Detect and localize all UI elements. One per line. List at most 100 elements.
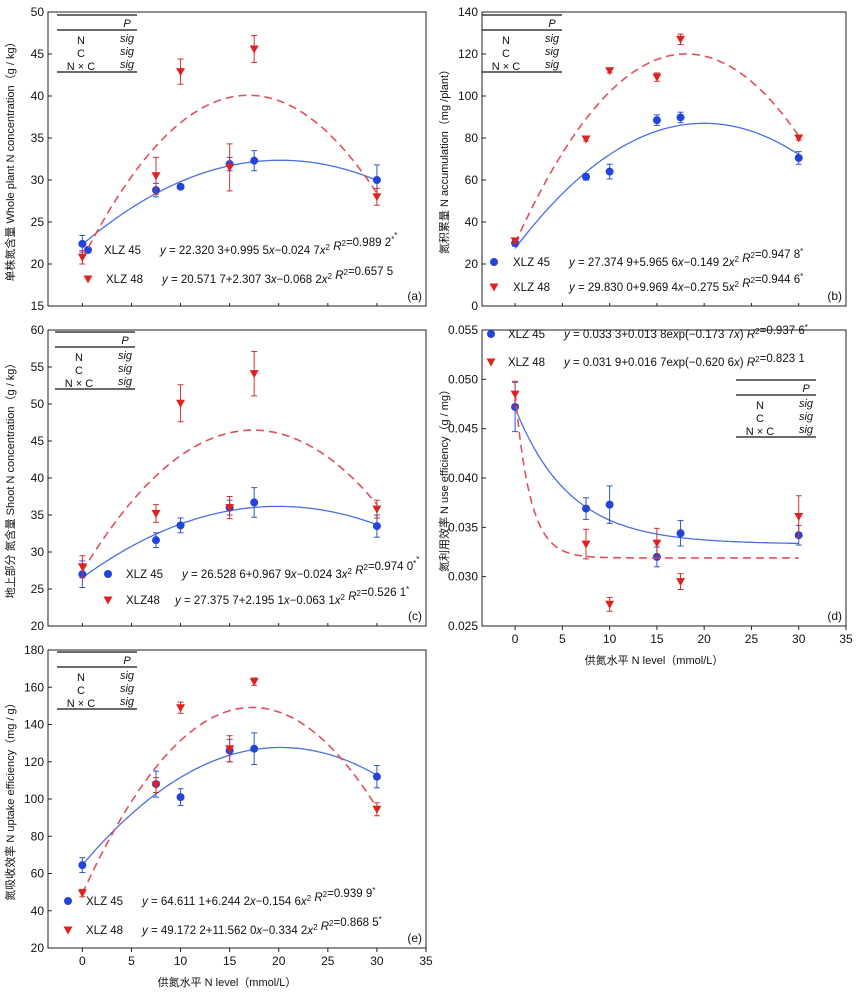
y-axis-label: 氮吸收效率 N uptake efficiency（mg / g） (3, 697, 17, 900)
legend-marker (63, 926, 73, 935)
table-header: P (123, 18, 131, 30)
fit-curve (514, 53, 800, 244)
regression-equation: y = 64.611 1+6.244 2x−0.154 6x2 R2=0.939… (141, 886, 375, 908)
x-tick-label: 30 (370, 954, 384, 968)
y-tick-label: 40 (31, 904, 45, 918)
panel-label: (d) (827, 609, 842, 623)
legend-label: XLZ 45 (513, 257, 550, 269)
panel-label: (e) (407, 931, 422, 945)
y-tick-label: 40 (31, 89, 45, 103)
data-point (605, 500, 614, 509)
fit-curve (81, 429, 378, 572)
series-xlz45: XLZ 45 y = 27.374 9+5.965 6x−0.149 2x2 R2… (490, 111, 803, 269)
data-point (151, 510, 161, 519)
regression-equation: y = 0.033 3+0.013 8exp(−0.173 7x) R2=0.9… (563, 323, 808, 341)
table-row-label: N × C (67, 61, 95, 73)
plot-frame (481, 329, 847, 627)
y-tick-label: 100 (458, 89, 478, 103)
regression-equation: y = 29.830 0+9.969 4x−0.275 5x2 R2=0.944… (568, 272, 803, 294)
data-point (652, 73, 662, 82)
table-row-label: C (75, 365, 83, 377)
y-tick-label: 45 (31, 434, 45, 448)
series-xlz45: XLZ 45 y = 26.528 6+0.967 9x−0.024 3x2 R2… (78, 487, 419, 589)
x-axis-label: 供氮水平 N level（mmol/L） (158, 975, 297, 989)
regression-equation: y = 0.031 9+0.016 7exp(−0.620 6x) R2=0.8… (563, 353, 805, 369)
data-point (249, 678, 259, 687)
legend-marker (103, 596, 113, 605)
series-xlz45: XLZ 45 y = 64.611 1+6.244 2x−0.154 6x2 R2… (64, 732, 381, 908)
y-tick-label: 30 (31, 173, 45, 187)
series-xlz48: XLZ48 y = 27.375 7+2.195 1x−0.063 1x2 R2=… (77, 350, 409, 607)
x-tick-label: 35 (839, 632, 853, 646)
data-point (225, 504, 235, 513)
y-tick-label: 140 (458, 5, 478, 19)
data-point (250, 744, 259, 753)
y-tick-label: 20 (31, 619, 45, 633)
x-tick-label: 20 (272, 954, 286, 968)
data-point (77, 889, 87, 898)
regression-equation: y = 22.320 3+0.995 5x−0.024 7x2 R2=0.989… (159, 231, 397, 257)
table-row-label: N (756, 400, 764, 412)
data-point (794, 512, 804, 521)
legend-label: XLZ 48 (508, 357, 545, 369)
x-tick-label: 25 (321, 954, 335, 968)
legend-marker (487, 330, 495, 338)
y-axis-label: 单株氮含量 Whole plant N concentration（g / kg… (3, 36, 17, 281)
fit-curve (81, 746, 378, 866)
legend-marker (486, 358, 496, 367)
data-point (151, 172, 161, 181)
table-row-label: N × C (67, 698, 95, 710)
x-tick-label: 5 (559, 632, 566, 646)
table-header: P (802, 383, 810, 395)
table-row-label: C (502, 48, 510, 60)
table-row-label: N (77, 35, 85, 47)
significance-table: P N sig C sig N × C sig (736, 379, 816, 438)
legend-label: XLZ 48 (86, 925, 123, 937)
data-point (250, 498, 259, 507)
regression-equation: y = 26.528 6+0.967 9x−0.024 3x2 R2=0.974… (181, 555, 419, 581)
regression-equation: y = 49.172 2+11.562 0x−0.334 2x2 R2=0.86… (141, 915, 382, 937)
data-point (676, 578, 686, 587)
table-header: P (121, 335, 129, 347)
table-row-value: sig (120, 696, 135, 708)
x-tick-label: 15 (223, 954, 237, 968)
table-row-value: sig (120, 33, 135, 45)
series-xlz48: XLZ 48 y = 29.830 0+9.969 4x−0.275 5x2 R2… (489, 33, 803, 294)
data-point (372, 772, 381, 781)
fit-curve (514, 122, 800, 249)
x-tick-label: 25 (745, 632, 759, 646)
table-row-value: sig (120, 59, 135, 71)
y-tick-label: 180 (24, 643, 44, 657)
legend-label: XLZ 48 (106, 274, 143, 286)
y-tick-label: 45 (31, 47, 45, 61)
data-point (510, 390, 520, 399)
table-row-value: sig (120, 46, 135, 58)
legend-marker (490, 258, 498, 266)
y-tick-label: 0.035 (448, 520, 478, 534)
y-tick-label: 30 (31, 545, 45, 559)
table-row-value: sig (120, 670, 135, 682)
y-axis-label: 地上部分 氮含量 Shoot N concentration（g / kg） (3, 358, 17, 599)
data-point (225, 163, 235, 172)
y-tick-label: 100 (24, 792, 44, 806)
significance-table: P N sig C sig N × C sig (57, 14, 137, 73)
table-row-value: sig (799, 398, 814, 410)
legend-marker (489, 283, 499, 292)
legend-marker (83, 275, 93, 284)
y-tick-label: 0.040 (448, 471, 478, 485)
data-point (605, 167, 614, 176)
legend-marker (84, 246, 92, 254)
regression-equation: y = 27.374 9+5.965 6x−0.149 2x2 R2=0.947… (568, 247, 803, 269)
legend-label: XLZ 45 (508, 329, 545, 341)
y-tick-label: 120 (24, 755, 44, 769)
data-point (676, 35, 686, 44)
y-tick-label: 60 (31, 867, 45, 881)
table-row-label: N (75, 352, 83, 364)
panel-b: 0 20 40 60 80 100 120 140 氮积累量 N accumulation（mg… (437, 5, 847, 313)
data-point (581, 540, 591, 549)
data-point (582, 172, 590, 181)
data-point (581, 135, 591, 144)
table-row-value: sig (545, 46, 560, 58)
legend-label: XLZ 45 (126, 569, 163, 581)
